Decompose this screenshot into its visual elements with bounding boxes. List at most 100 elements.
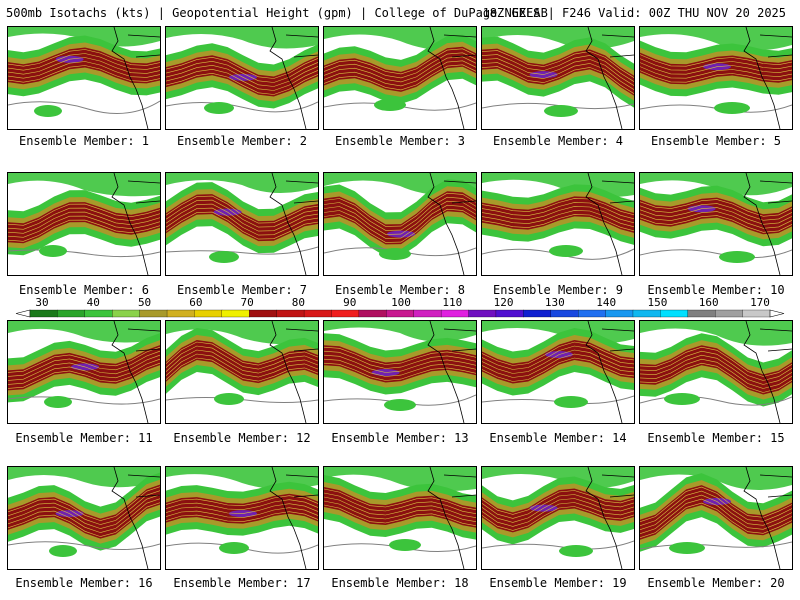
jet-core-band: [324, 487, 476, 528]
ensemble-member-label: Ensemble Member: 18: [331, 576, 469, 590]
ensemble-member-panel: [639, 172, 793, 276]
ensemble-member-label: Ensemble Member: 5: [650, 134, 782, 148]
geopotential-contour: [640, 486, 792, 522]
geopotential-contour: [482, 202, 634, 220]
southern-wind-field: [204, 102, 234, 114]
ensemble-member-label: Ensemble Member: 7: [176, 283, 308, 297]
geopotential-contour: [8, 494, 160, 529]
ensemble-member-label: Ensemble Member: 19: [489, 576, 627, 590]
coastline: [269, 173, 318, 275]
southern-wind-field: [714, 102, 750, 114]
geopotential-contour: [640, 494, 792, 530]
ensemble-member-panel: [165, 172, 319, 276]
jet-core-band: [640, 345, 792, 395]
ensemble-member-label: Ensemble Member: 14: [489, 431, 627, 445]
ensemble-member-label: Ensemble Member: 10: [647, 283, 785, 297]
ensemble-member-panel: [7, 26, 161, 130]
northern-wind-field: [482, 467, 634, 489]
ensemble-member-label: Ensemble Member: 13: [331, 431, 469, 445]
height-contour-gray: [8, 100, 160, 114]
colorbar-tick-label: 130: [544, 296, 565, 309]
height-contour-gray: [640, 541, 792, 550]
geopotential-contour: [8, 498, 160, 533]
ensemble-member-label: Ensemble Member: 11: [15, 431, 153, 445]
ensemble-member-panel: [7, 172, 161, 276]
geopotential-contour: [324, 64, 476, 91]
ensemble-member-panel: [481, 320, 635, 424]
colorbar-swatch: [276, 309, 305, 318]
coastline: [111, 27, 160, 129]
ensemble-member-label: Ensemble Member: 1: [18, 134, 150, 148]
geopotential-contour: [166, 207, 318, 236]
coastline: [111, 321, 160, 423]
colorbar-swatch: [440, 309, 469, 318]
geopotential-contour: [324, 48, 476, 75]
geopotential-contour: [8, 203, 160, 226]
ensemble-member-panel: [481, 172, 635, 276]
isotach-map: [640, 173, 792, 275]
height-contour-gray: [8, 396, 160, 405]
ensemble-member-label: Ensemble Member: 16: [15, 576, 153, 590]
colorbar-tick-label: 70: [240, 296, 254, 309]
southern-wind-field: [34, 105, 62, 117]
geopotential-contour: [166, 64, 318, 87]
geopotential-contour: [166, 199, 318, 228]
ensemble-member-panel: [481, 466, 635, 570]
coastline: [585, 173, 634, 275]
geopotential-contour: [640, 350, 792, 381]
geopotential-contour: [640, 490, 792, 526]
colorbar-swatch: [221, 309, 250, 318]
isotach-map: [482, 173, 634, 275]
jet-core-band: [8, 484, 160, 539]
height-contour-gray: [166, 397, 318, 403]
geopotential-contour: [166, 72, 318, 95]
ensemble-member-panel: [165, 466, 319, 570]
southern-wind-field: [214, 393, 244, 405]
geopotential-contour: [640, 346, 792, 377]
geopotential-contour: [166, 349, 318, 374]
geopotential-contour: [8, 358, 160, 385]
ensemble-member-label: Ensemble Member: 20: [647, 576, 785, 590]
isotach-map: [8, 173, 160, 275]
geopotential-contour: [8, 350, 160, 377]
coastline: [585, 321, 634, 423]
geopotential-contour: [324, 350, 476, 369]
geopotential-contour: [324, 504, 476, 526]
geopotential-contour: [324, 500, 476, 522]
colorbar-swatch: [386, 309, 415, 318]
coastline: [427, 321, 476, 423]
colorbar-swatch: [112, 309, 141, 318]
isotach-map: [324, 321, 476, 423]
isotach-map: [8, 321, 160, 423]
isotach-map: [482, 467, 634, 569]
ensemble-member-label: Ensemble Member: 15: [647, 431, 785, 445]
colorbar-swatch: [139, 309, 168, 318]
jet-core-band: [482, 488, 634, 533]
southern-wind-field: [49, 545, 77, 557]
geopotential-contour: [166, 495, 318, 506]
geopotential-contour: [166, 507, 318, 518]
southern-wind-field: [374, 99, 406, 111]
ensemble-member-label: Ensemble Member: 12: [173, 431, 311, 445]
isotach-map: [640, 27, 792, 129]
southern-wind-field: [554, 396, 588, 408]
ensemble-member-panel: [639, 320, 793, 424]
isotach-map: [8, 467, 160, 569]
geopotential-contour: [640, 66, 792, 79]
colorbar-swatch: [249, 309, 278, 318]
jet-core-band: [640, 485, 792, 540]
coastline: [427, 467, 476, 569]
colorbar-tick-label: 90: [343, 296, 357, 309]
geopotential-contour: [8, 65, 160, 83]
ensemble-member-panel: [481, 26, 635, 130]
coastline: [269, 27, 318, 129]
geopotential-contour: [482, 353, 634, 378]
colorbar-swatch: [57, 309, 86, 318]
northern-wind-field: [8, 321, 160, 343]
geopotential-contour: [324, 52, 476, 79]
coastline: [111, 173, 160, 275]
geopotential-contour: [8, 362, 160, 389]
geopotential-contour: [166, 203, 318, 232]
geopotential-contour: [482, 210, 634, 228]
southern-wind-field: [664, 393, 700, 405]
